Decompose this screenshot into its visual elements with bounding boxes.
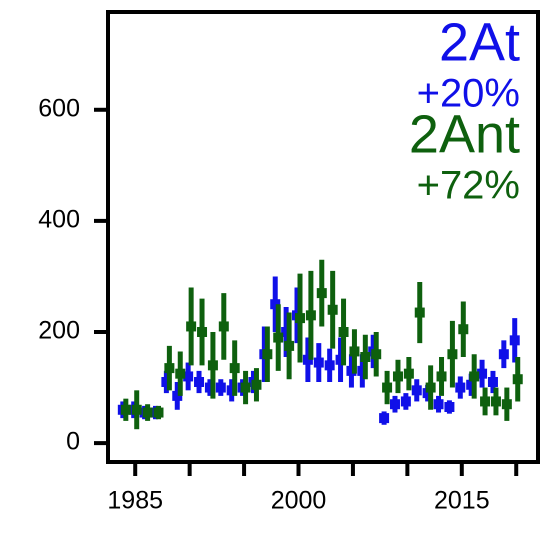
point: [302, 354, 313, 365]
point: [197, 327, 208, 337]
point: [175, 368, 186, 379]
point: [458, 324, 469, 335]
point: [422, 388, 433, 399]
point: [447, 349, 458, 360]
point: [509, 335, 520, 346]
point: [164, 363, 175, 374]
point: [215, 382, 226, 393]
annotation: +20%: [417, 72, 520, 116]
annotation: 2Ant: [409, 104, 520, 164]
y-tick-label: 400: [38, 205, 80, 233]
point: [204, 382, 215, 393]
point: [360, 352, 371, 362]
point: [229, 363, 240, 374]
point: [324, 360, 335, 371]
point: [490, 396, 501, 407]
point: [436, 371, 447, 382]
point: [512, 374, 523, 385]
point: [480, 396, 491, 407]
annotation: 2At: [439, 12, 520, 72]
point: [284, 340, 295, 351]
point: [186, 321, 197, 332]
point: [477, 368, 488, 379]
y-tick-label: 600: [38, 94, 80, 122]
point: [501, 399, 512, 410]
point: [455, 382, 466, 393]
point: [392, 371, 403, 382]
x-tick-label: 2015: [434, 487, 490, 515]
point: [411, 385, 422, 396]
point: [295, 313, 306, 324]
point: [357, 365, 368, 376]
point: [371, 349, 382, 360]
point: [281, 327, 292, 337]
point: [346, 365, 357, 376]
point: [270, 299, 281, 310]
point: [403, 368, 414, 379]
point: [327, 304, 338, 315]
point: [466, 379, 477, 390]
point: [313, 357, 324, 368]
y-tick-label: 0: [66, 428, 80, 456]
point: [382, 382, 393, 393]
point: [273, 332, 284, 343]
point: [469, 371, 480, 382]
annotation: +72%: [417, 164, 520, 208]
point: [240, 382, 251, 393]
point: [218, 321, 229, 332]
point: [400, 396, 411, 407]
plot-frame: [106, 10, 540, 464]
point: [120, 404, 131, 415]
point: [498, 349, 509, 360]
x-tick-label: 2000: [271, 487, 327, 515]
point: [172, 390, 183, 401]
point: [316, 288, 327, 299]
point: [335, 354, 346, 365]
point: [338, 327, 349, 337]
point: [425, 382, 436, 393]
point: [262, 349, 273, 360]
point: [131, 404, 142, 415]
point: [226, 385, 237, 396]
point: [305, 310, 316, 321]
point: [194, 377, 205, 387]
point: [444, 402, 455, 412]
point: [349, 346, 360, 357]
point: [183, 371, 194, 382]
x-tick-label: 1985: [107, 487, 163, 515]
point: [389, 399, 400, 410]
point: [414, 307, 425, 318]
y-tick-label: 200: [38, 317, 80, 345]
point: [142, 407, 153, 418]
point: [379, 413, 390, 424]
point: [161, 377, 172, 387]
point: [251, 379, 262, 390]
point: [487, 377, 498, 387]
point: [433, 399, 444, 410]
point: [153, 407, 164, 418]
point: [207, 360, 218, 371]
